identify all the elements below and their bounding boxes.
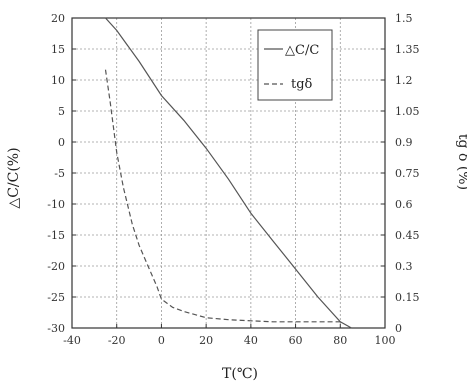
y-left-tick-label: 20 — [51, 12, 65, 25]
y-right-tick-label: 0.45 — [395, 229, 420, 242]
y-right-tick-label: 0.6 — [395, 198, 413, 211]
y-left-tick-label: 10 — [51, 74, 65, 87]
y-right-tick-label: 0.9 — [395, 136, 413, 149]
series-line-loss-tangent — [104, 69, 341, 323]
y-left-tick-label: -5 — [54, 167, 65, 180]
y-left-tick-label: 0 — [58, 136, 65, 149]
x-tick-label: 60 — [289, 334, 303, 347]
x-tick-label: 40 — [244, 334, 258, 347]
y-left-tick-label: -30 — [47, 322, 65, 335]
y-left-axis-label: △C/C(%) — [6, 147, 22, 208]
grid — [72, 18, 385, 328]
x-tick-label: 20 — [199, 334, 213, 347]
legend-box — [257, 29, 333, 101]
series-group — [104, 17, 352, 329]
x-tick-label: 0 — [158, 334, 165, 347]
y-right-tick-label: 1.5 — [395, 12, 413, 25]
y-right-tick-label: 0.3 — [395, 260, 413, 273]
y-right-tick-label: 0.75 — [395, 167, 420, 180]
y-right-axis-ticks: 1.5 1.35 1.2 1.05 0.9 0.75 0.6 0.45 0.3 0.15 0 — [381, 12, 420, 335]
legend-label-capacitance: △C/C — [285, 43, 319, 58]
y-left-tick-label: 15 — [51, 43, 65, 56]
y-left-tick-label: -10 — [47, 198, 65, 211]
x-tick-label: -40 — [63, 334, 81, 347]
y-left-tick-label: -25 — [47, 291, 65, 304]
y-right-tick-label: 1.2 — [395, 74, 413, 87]
x-tick-label: 80 — [333, 334, 347, 347]
y-left-tick-label: -15 — [47, 229, 65, 242]
y-right-tick-label: 0.15 — [395, 291, 420, 304]
legend: △C/C tgδ — [257, 29, 333, 101]
x-tick-label: 100 — [375, 334, 396, 347]
y-right-tick-label: 0 — [395, 322, 402, 335]
x-axis-ticks: -40 -20 0 20 40 60 80 100 — [63, 324, 396, 347]
series-line-capacitance-change — [105, 17, 352, 329]
y-left-axis-ticks: 20 15 10 5 0 -5 -10 -15 -20 -25 -30 — [47, 12, 76, 335]
y-left-tick-label: 5 — [58, 105, 65, 118]
x-tick-label: -20 — [108, 334, 126, 347]
y-right-axis-label: tg δ (%) — [455, 134, 467, 190]
y-left-tick-label: -20 — [47, 260, 65, 273]
legend-label-loss-tangent: tgδ — [291, 77, 313, 92]
y-right-tick-label: 1.35 — [395, 43, 420, 56]
x-axis-label: T(℃) — [222, 366, 258, 382]
y-right-tick-label: 1.05 — [395, 105, 420, 118]
